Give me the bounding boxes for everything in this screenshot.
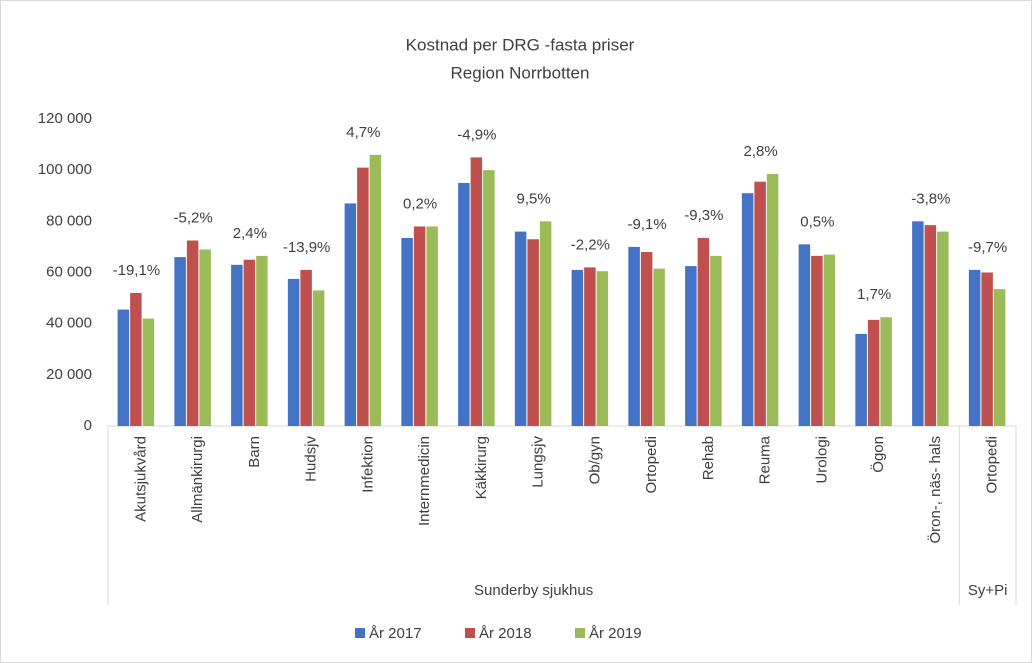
bar	[142, 318, 155, 426]
y-tick-label: 0	[84, 417, 92, 434]
bar	[231, 264, 243, 426]
bar	[823, 254, 836, 426]
x-tick-label: Reuma	[757, 435, 774, 484]
bar	[470, 157, 483, 426]
x-tick-label: Infektion	[359, 436, 376, 493]
annotation: -3,8%	[911, 190, 950, 207]
x-tick-label: Ortopedi	[984, 436, 1001, 494]
bar	[685, 266, 697, 426]
bar	[243, 259, 256, 426]
x-tick-label: Öron-, näs- hals	[926, 436, 944, 544]
bar	[483, 170, 495, 426]
bar	[458, 182, 470, 426]
bar	[628, 246, 640, 426]
y-tick-label: 120 000	[38, 110, 92, 127]
annotation: -9,3%	[684, 207, 723, 224]
legend-swatch	[465, 628, 475, 638]
legend-swatch	[575, 628, 585, 638]
bar	[811, 255, 823, 426]
bar	[653, 268, 665, 426]
bar	[867, 319, 880, 426]
annotation: 0,5%	[800, 213, 834, 230]
bar	[369, 154, 382, 427]
bar	[130, 292, 142, 426]
x-tick-label: Käkkirurg	[473, 436, 490, 499]
annotation: -2,2%	[571, 236, 610, 253]
bar	[186, 240, 199, 426]
legend-swatch	[355, 628, 365, 638]
annotation: 9,5%	[517, 190, 551, 207]
bar	[514, 231, 527, 426]
bar	[710, 255, 722, 426]
y-tick-label: 60 000	[46, 263, 92, 280]
x-tick-label: Lungsjv	[530, 436, 547, 488]
annotation: 1,7%	[857, 286, 891, 303]
bar	[855, 333, 867, 426]
bar	[584, 267, 596, 426]
x-tick-label: Urologi	[813, 436, 830, 484]
bar	[312, 290, 325, 426]
bar	[344, 203, 357, 426]
bar	[640, 252, 653, 426]
y-tick-label: 20 000	[46, 366, 92, 383]
bar	[300, 269, 312, 426]
bar	[937, 231, 949, 426]
legend-label: År 2019	[589, 625, 642, 642]
annotation: -5,2%	[174, 209, 213, 226]
legend-label: År 2018	[479, 625, 532, 642]
group-label: Sunderby sjukhus	[474, 582, 593, 599]
x-tick-label: Hudsjv	[303, 436, 320, 482]
bar	[697, 237, 710, 426]
x-tick-label: Barn	[246, 436, 263, 468]
bar	[426, 226, 438, 426]
x-tick-label: Rehab	[700, 436, 717, 480]
bar	[981, 272, 993, 426]
bar	[401, 237, 413, 426]
x-tick-label: Ortopedi	[643, 436, 660, 494]
bar	[766, 174, 779, 426]
annotation: -19,1%	[113, 262, 161, 279]
bar	[993, 289, 1006, 426]
bar	[256, 255, 268, 426]
y-tick-label: 100 000	[38, 161, 92, 178]
bar	[357, 167, 369, 426]
chart-subtitle: Region Norrbotten	[451, 63, 590, 82]
annotation: 2,8%	[744, 143, 778, 160]
bar	[912, 221, 924, 426]
x-tick-label: Internmedicin	[416, 436, 433, 526]
annotation: -13,9%	[283, 239, 331, 256]
group-label: Sy+Pi	[968, 582, 1008, 599]
annotation: 4,7%	[346, 124, 380, 141]
bar	[413, 226, 426, 426]
x-tick-label: Akutsjukvård	[132, 436, 149, 522]
bar	[174, 257, 186, 426]
legend-label: År 2017	[369, 625, 422, 642]
chart-title: Kostnad per DRG -fasta priser	[406, 35, 635, 54]
x-tick-label: Allmänkirurgi	[189, 436, 206, 523]
bar	[199, 249, 211, 426]
annotation: -4,9%	[457, 126, 496, 143]
annotation: -9,7%	[968, 239, 1007, 256]
bar	[287, 278, 300, 426]
bar	[117, 309, 130, 426]
annotation: -9,1%	[628, 216, 667, 233]
bar	[596, 271, 609, 426]
bar	[968, 269, 981, 426]
bar	[798, 244, 811, 426]
bar	[754, 181, 766, 426]
bar	[880, 317, 892, 426]
bar	[571, 269, 584, 426]
bar	[539, 221, 552, 426]
annotation: 0,2%	[403, 195, 437, 212]
x-tick-label: Ögon	[869, 436, 887, 473]
x-tick-label: Ob/gyn	[586, 436, 603, 484]
bar	[527, 239, 539, 426]
y-tick-label: 40 000	[46, 315, 92, 332]
annotation: 2,4%	[233, 225, 267, 242]
y-tick-label: 80 000	[46, 212, 92, 229]
bar	[741, 193, 754, 426]
bar	[924, 225, 937, 426]
